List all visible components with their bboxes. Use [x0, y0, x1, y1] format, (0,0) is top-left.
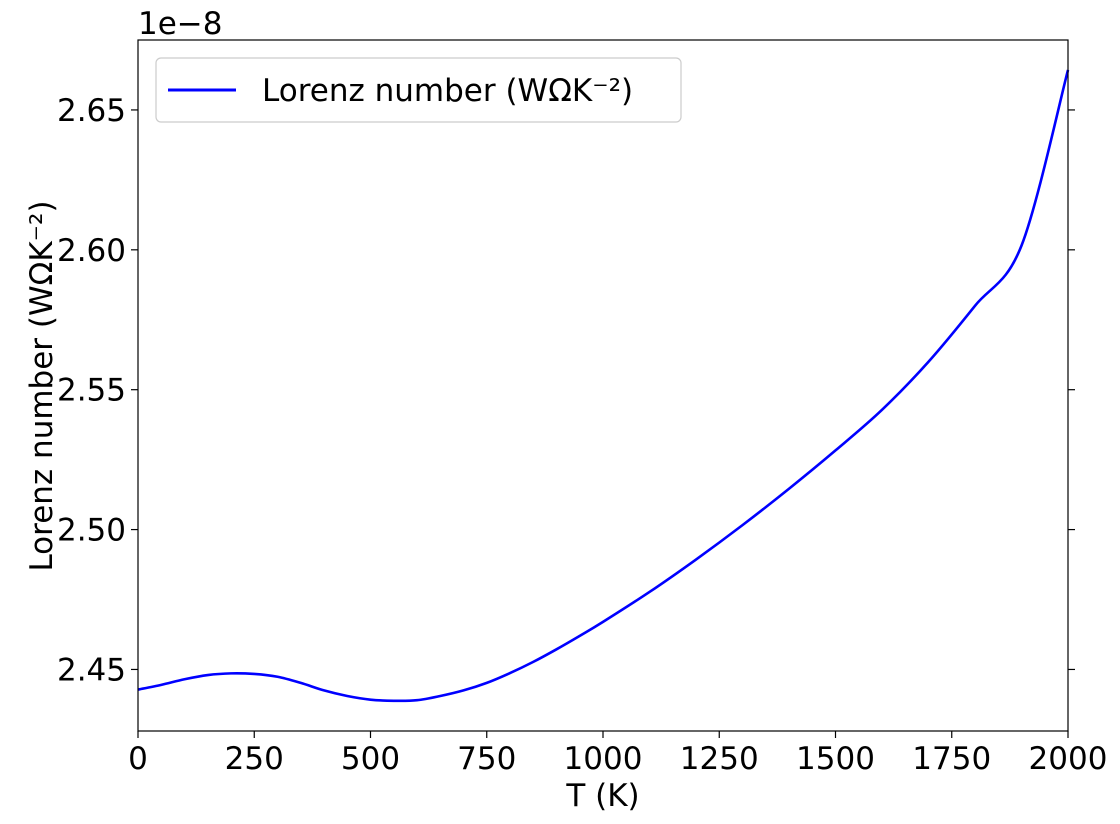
legend: Lorenz number (WΩK⁻²) [155, 57, 682, 123]
series-line-0 [137, 69, 1070, 703]
y-axis-label: Lorenz number (WΩK⁻²) [24, 200, 60, 571]
x-tick-label: 1000 [564, 741, 643, 777]
y-offset-label: 1e−8 [138, 6, 223, 42]
x-tick-label: 1750 [912, 741, 991, 777]
x-axis-label: T (K) [565, 778, 639, 814]
plot-area [137, 39, 1070, 732]
x-tick-label: 1250 [680, 741, 759, 777]
x-tick-label: 0 [128, 741, 148, 777]
x-tick-label: 500 [341, 741, 400, 777]
x-tick-label: 1500 [796, 741, 875, 777]
y-axis-ticks: 2.45 2.50 2.55 2.60 2.65 [57, 93, 1075, 688]
x-tick-label: 2000 [1029, 741, 1108, 777]
x-axis-ticks: 0 250 500 750 1000 1250 1500 1750 2000 [128, 731, 1107, 777]
x-tick-label: 250 [225, 741, 284, 777]
y-tick-label: 2.65 [57, 93, 126, 129]
y-tick-label: 2.55 [57, 373, 126, 409]
legend-frame [155, 57, 682, 123]
y-tick-label: 2.50 [57, 513, 126, 549]
x-tick-label: 750 [457, 741, 516, 777]
y-tick-label: 2.60 [57, 233, 126, 269]
legend-entry-label: Lorenz number (WΩK⁻²) [262, 73, 633, 109]
axes-frame [137, 39, 1069, 732]
y-tick-label: 2.45 [57, 652, 126, 688]
